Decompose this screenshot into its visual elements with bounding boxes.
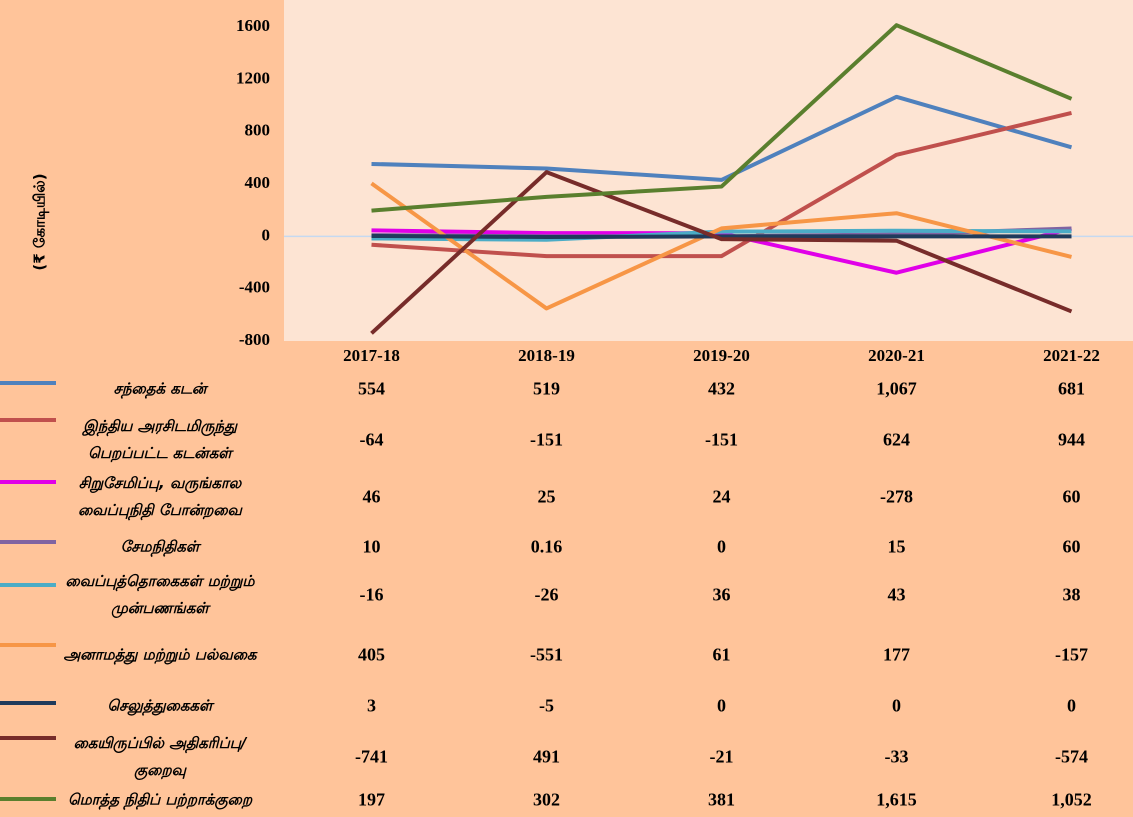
series-line — [370, 170, 1073, 335]
table-cell: 381 — [708, 789, 735, 810]
table-cell: 1,067 — [876, 378, 917, 399]
table-cell: -16 — [359, 584, 384, 605]
series-line — [371, 94, 1073, 182]
table-cell: -151 — [705, 429, 738, 450]
series-line — [371, 23, 1073, 213]
series-line — [370, 181, 1072, 311]
table-cell: -33 — [884, 746, 909, 767]
table-cell: -278 — [880, 486, 913, 507]
y-tick-label: -400 — [239, 278, 270, 297]
table-cell: 36 — [712, 584, 731, 605]
x-tick-label: 2021-22 — [1043, 346, 1100, 365]
y-tick-label: 0 — [262, 225, 271, 244]
table-cell: -26 — [534, 584, 559, 605]
legend-label: கையிருப்பில் அதிகரிப்பு/குறைவு — [73, 734, 247, 779]
legend-label: செலுத்துகைகள் — [107, 696, 213, 715]
table-cell: 197 — [358, 789, 385, 810]
x-tick-label: 2019-20 — [693, 346, 750, 365]
table-cell: 519 — [533, 378, 560, 399]
legend-label: சேமநிதிகள் — [120, 537, 200, 556]
table-cell: -551 — [530, 644, 563, 665]
plot-area — [284, 0, 1133, 341]
table-cell: 944 — [1058, 429, 1085, 450]
table-cell: 554 — [358, 378, 385, 399]
table-cell: 0.16 — [530, 536, 563, 557]
table-cell: -5 — [539, 695, 554, 716]
table-cell: 405 — [358, 644, 385, 665]
table-cell: 25 — [537, 486, 556, 507]
series-line — [371, 233, 1072, 240]
table-cell: -157 — [1055, 644, 1088, 665]
y-tick-label: 1600 — [236, 16, 270, 35]
table-cell: 0 — [717, 695, 726, 716]
legend-label: அனாமத்து மற்றும் பல்வகை — [63, 645, 257, 664]
table-cell: 177 — [883, 644, 910, 665]
table-cell: -741 — [355, 746, 388, 767]
y-tick-label: 400 — [245, 173, 271, 192]
table-cell: 43 — [887, 584, 906, 605]
table-cell: 302 — [533, 789, 560, 810]
table-cell: -151 — [530, 429, 563, 450]
table-cell: -21 — [709, 746, 734, 767]
table-cell: 61 — [712, 644, 731, 665]
legend-label: இந்திய அரசிடமிருந்து பெறப்பட்ட கடன்கள் — [83, 417, 237, 462]
table-cell: 1,615 — [876, 789, 917, 810]
table-cell: 491 — [533, 746, 560, 767]
legend-label: மொத்த நிதிப் பற்றாக்குறை — [67, 790, 253, 809]
y-tick-label: 800 — [245, 121, 271, 140]
legend-label: வைப்புத்தொகைகள் மற்றும் முன்பணங்கள் — [65, 572, 255, 617]
table-cell: 60 — [1062, 536, 1081, 557]
table-cell: 0 — [1067, 695, 1076, 716]
y-tick-label: -800 — [239, 330, 270, 349]
table-cell: 3 — [367, 695, 376, 716]
x-tick-label: 2017-18 — [343, 346, 400, 365]
table-cell: 24 — [712, 486, 731, 507]
table-cell: 1,052 — [1051, 789, 1092, 810]
x-tick-label: 2020-21 — [868, 346, 925, 365]
table-cell: -574 — [1055, 746, 1088, 767]
table-cell: 0 — [892, 695, 901, 716]
table-cell: 432 — [708, 378, 735, 399]
x-tick-label: 2018-19 — [518, 346, 575, 365]
legend-label: சந்தைக் கடன் — [113, 379, 207, 398]
table-cell: 624 — [883, 429, 910, 450]
table-cell: 15 — [887, 536, 906, 557]
table-cell: 10 — [362, 536, 381, 557]
series-line — [371, 110, 1072, 259]
table-cell: -64 — [359, 429, 384, 450]
series-line — [371, 228, 1072, 242]
legend-label: சிறுசேமிப்பு, வருங்கால வைப்புநிதி போன்றவ… — [78, 474, 242, 519]
table-cell: 46 — [362, 486, 381, 507]
y-axis-label: (₹ கோடியில்) — [31, 173, 49, 270]
y-tick-label: 1200 — [236, 68, 270, 87]
table-cell: 0 — [717, 536, 726, 557]
table-cell: 681 — [1058, 378, 1085, 399]
table-cell: 60 — [1062, 486, 1081, 507]
table-cell: 38 — [1062, 584, 1081, 605]
